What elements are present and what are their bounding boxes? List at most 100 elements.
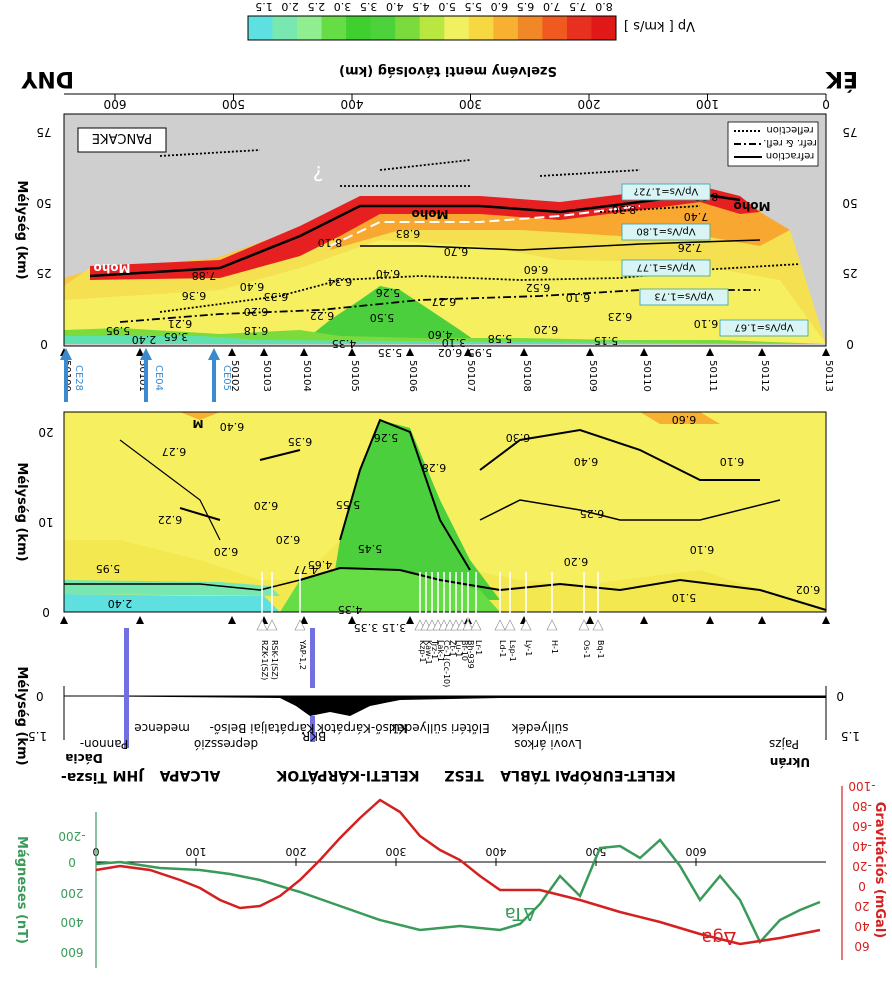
distance-axis-title: Szelvény menti távolság (km) — [339, 63, 557, 78]
well-marker — [495, 620, 505, 630]
colorbar-tick-label: 6.0 — [491, 0, 509, 13]
shot-point-label: 50112 — [759, 360, 770, 392]
velocity-label: 6.60 — [524, 263, 549, 276]
middle-shot-marker — [228, 616, 236, 624]
velocity-label: 6.36 — [182, 289, 207, 302]
colorbar-cell — [444, 16, 469, 40]
colorbar-cell — [542, 16, 567, 40]
distance-tick-label: 0 — [822, 97, 830, 111]
shot-point-label: 50110 — [641, 360, 652, 392]
geology-row-2: Tisza-DáciaJHM ALCAPA KELETI-KÁRPÁTOK TESZ K… — [61, 751, 810, 785]
middle-velocity-label: 5.55 — [336, 498, 361, 511]
colorbar-tick-label: 1.5 — [255, 0, 273, 13]
velocity-label: 5.95 — [468, 346, 493, 359]
well-label: Lr-1 — [474, 640, 483, 655]
middle-velocity-label: 6.10 — [720, 455, 745, 468]
velocity-colorbar: 1.5 2.0 2.5 3.0 3.5 4.0 4.5 5.0 5.5 6.0 6.5 7.0 7.5 8… — [248, 0, 695, 40]
moho-label-left: Moho — [94, 261, 131, 275]
middle-velocity-label: 4.65 — [308, 558, 333, 571]
pancake-label: PANCAKE — [92, 130, 152, 145]
magnetic-tick-label: 200 — [61, 886, 84, 900]
colorbar-cell — [297, 16, 322, 40]
magnetic-series-label: ΔTa — [505, 903, 536, 924]
velocity-label: 5.58 — [488, 332, 513, 345]
middle-depth-ticks: 01020 — [38, 425, 53, 619]
topo-tick-left-0: 0 — [36, 689, 44, 703]
middle-velocity-label: 6.20 — [214, 545, 239, 558]
velocity-label: 5.35 — [378, 346, 403, 359]
colorbar-tick-label: 5.0 — [438, 0, 456, 13]
gravity-tick-label: -80 — [852, 799, 872, 813]
colorbar-cell — [371, 16, 396, 40]
shot-point-marker — [228, 348, 236, 356]
middle-velocity-label: 5.95 — [96, 562, 121, 575]
gravity-tick-label: 40 — [854, 919, 869, 933]
legend-refraction: refraction — [766, 150, 814, 161]
ce-arrows: CE28 CE04 CE05 — [60, 348, 232, 402]
colorbar-tick-label: 2.0 — [281, 0, 299, 13]
middle-shot-marker — [822, 616, 830, 624]
bottom-distance-label: 300 — [386, 845, 407, 858]
top-right-depth-ticks: 0255075 — [842, 125, 857, 351]
middle-velocity-label: 5.26 — [374, 431, 399, 444]
middle-velocity-label: 3.35 — [354, 621, 379, 634]
vpvs-label: Vp/Vs=1.77 — [636, 262, 695, 273]
legend-reflection: reflection — [766, 124, 813, 135]
middle-depth-tick: 10 — [38, 515, 53, 529]
colorbar-cell — [322, 16, 347, 40]
velocity-label: 6.02 — [438, 346, 463, 359]
geology-unit-label: Pajzs — [769, 737, 799, 751]
top-depth-tick-right: 75 — [842, 125, 857, 139]
middle-velocity-label: 3.15 — [382, 621, 407, 634]
topo-tick-left-1: 1.5 — [28, 729, 47, 743]
well-marker — [505, 620, 515, 630]
shot-point-label: 50111 — [707, 360, 718, 392]
geology-unit-label: depresszió — [194, 737, 258, 751]
shot-point-label: 50107 — [465, 360, 476, 392]
velocity-label: 6.18 — [244, 324, 269, 337]
shot-point-label: 50109 — [587, 360, 598, 392]
colorbar-tick-label: 8.0 — [595, 0, 613, 13]
shot-point-marker — [706, 348, 714, 356]
vpvs-label: Vp/Vs=1.67 — [734, 322, 793, 333]
top-depth-tick-right: 50 — [842, 196, 857, 210]
velocity-label: 6.22 — [310, 309, 335, 322]
middle-velocity-label: 5.45 — [358, 542, 383, 555]
geology-unit-label: Előtéri süllyedék — [390, 721, 489, 735]
middle-velocity-label: 2.40 — [108, 597, 133, 610]
colorbar-cell — [518, 16, 543, 40]
middle-velocity-label: 6.60 — [672, 413, 697, 426]
ce-label: CE05 — [221, 365, 232, 391]
well-label: RSK-1(SZ) — [270, 640, 279, 680]
top-depth-tick-left: 25 — [36, 266, 51, 280]
bottom-distance-label: 600 — [686, 845, 707, 858]
line-style-legend: reflection refr. & refl. refraction — [728, 122, 818, 166]
velocity-label: 5.50 — [370, 311, 395, 324]
geology-region-label: JHM — [113, 767, 145, 783]
topo-tick-right-0: 0 — [836, 689, 844, 703]
colorbar-cell — [420, 16, 445, 40]
colorbar-tick-label: 3.5 — [360, 0, 378, 13]
colorbar-tick-label: 2.5 — [308, 0, 326, 13]
middle-velocity-label: 6.28 — [422, 461, 447, 474]
middle-moho-label: M — [193, 417, 204, 430]
shot-point-marker — [640, 348, 648, 356]
shot-point-marker — [260, 348, 268, 356]
velocity-label: 7.88 — [192, 269, 217, 282]
colorbar-cell — [567, 16, 592, 40]
middle-velocity-label: 6.20 — [276, 533, 301, 546]
velocity-label: 3.65 — [164, 330, 189, 343]
top-depth-axis-title: Mélység (km) — [14, 180, 29, 279]
velocity-label: 6.27 — [432, 295, 457, 308]
geology-unit-label: Lvovi árkos — [514, 737, 582, 751]
well-label: YAP-1,2 — [298, 639, 307, 670]
gravity-tick-label: -20 — [852, 859, 872, 873]
middle-shot-marker — [348, 616, 356, 624]
distance-tick-label: 400 — [341, 97, 364, 111]
topography-axis-title: Mélység (km) — [14, 666, 29, 765]
magnetic-axis-title: Mágneses (nT) — [14, 836, 29, 944]
shot-point-marker — [406, 348, 414, 356]
geology-unit-label: süllyedék — [511, 721, 568, 735]
